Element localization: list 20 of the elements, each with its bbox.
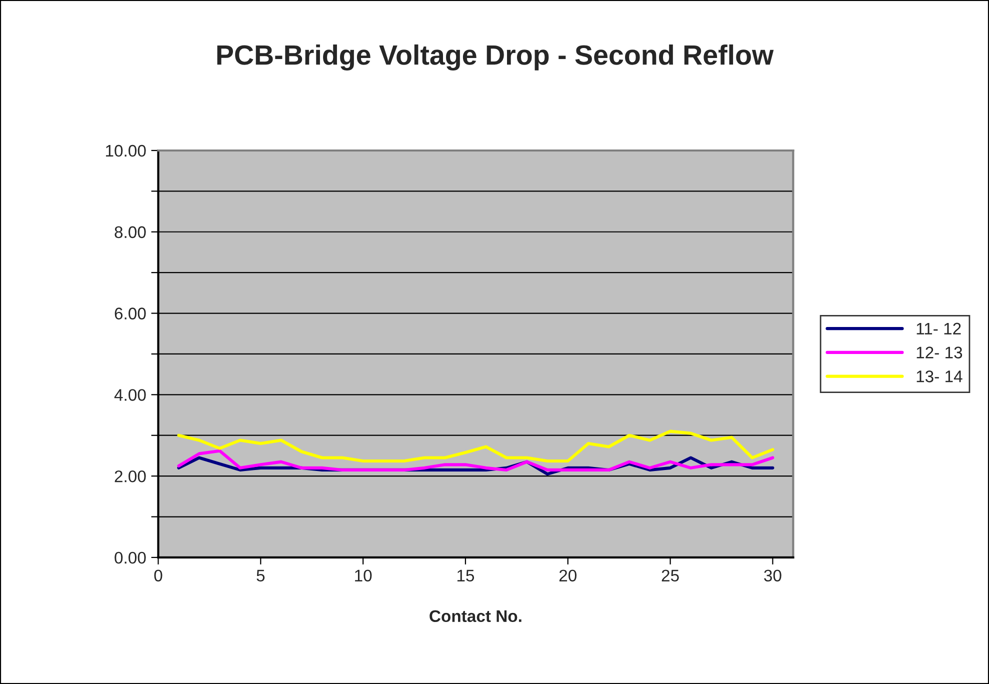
- x-tick-label: 5: [256, 570, 265, 582]
- y-tick-label: 6.00: [114, 308, 146, 320]
- x-axis-title: Contact No.: [430, 610, 522, 622]
- y-tick-label: 4.00: [114, 389, 146, 401]
- line-series: [177, 449, 774, 472]
- y-tick-label: 0.00: [114, 552, 146, 564]
- x-tick-label: 15: [457, 570, 474, 582]
- y-tick-label: 10.00: [106, 144, 146, 157]
- x-tick-label: 10: [355, 570, 372, 582]
- y-tick-label: 2.00: [114, 470, 146, 482]
- line-series: [177, 430, 774, 463]
- x-tick-label: 20: [559, 570, 576, 582]
- legend-label: 11- 12: [916, 322, 961, 334]
- x-tick-label: 30: [764, 570, 782, 582]
- x-tick-label: 25: [662, 570, 679, 582]
- chart-title: PCB-Bridge Voltage Drop - Second Reflow: [217, 44, 774, 70]
- y-tick-label: 8.00: [114, 226, 146, 238]
- x-tick-label: 0: [154, 570, 162, 582]
- legend-label: 13- 14: [916, 370, 962, 382]
- legend-label: 12- 13: [916, 346, 962, 358]
